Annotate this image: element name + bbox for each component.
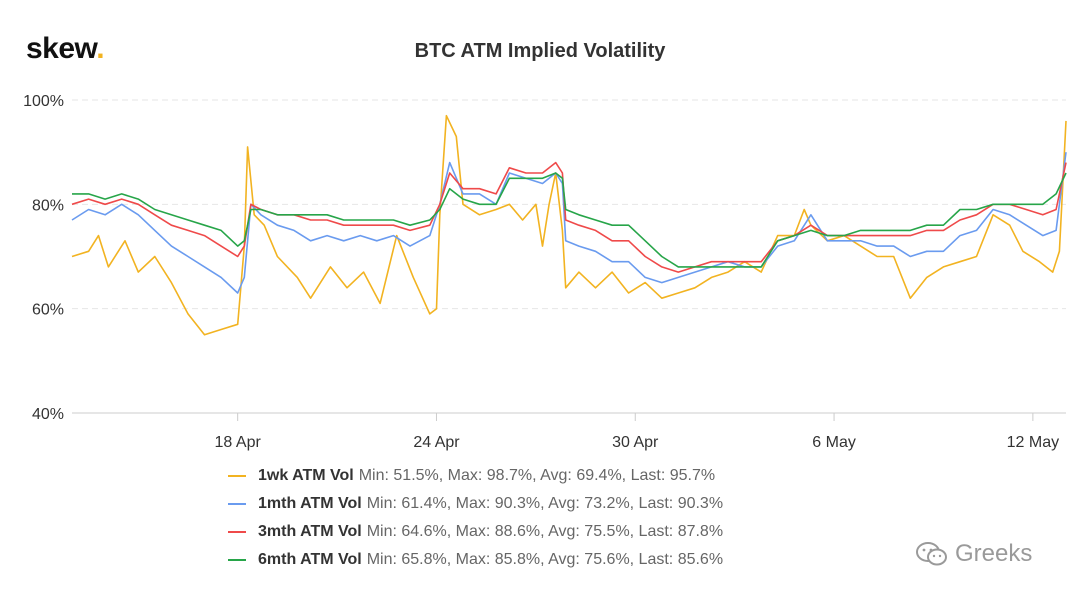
x-tick-label: 12 May	[1007, 434, 1059, 451]
legend-item[interactable]: 1wk ATM Vol Min: 51.5%, Max: 98.7%, Avg: …	[228, 462, 723, 490]
series-line-1mth	[71, 152, 1067, 294]
skew-logo: skew.	[26, 32, 105, 66]
series-line-1wk	[71, 114, 1067, 336]
legend-series-name: 1wk ATM Vol	[258, 467, 354, 484]
series-line-6mth	[72, 172, 1067, 268]
legend-series-stats: Min: 51.5%, Max: 98.7%, Avg: 69.4%, Last…	[358, 467, 716, 484]
x-tick-label: 24 Apr	[413, 434, 460, 451]
legend-series-name: 1mth ATM Vol	[258, 495, 362, 512]
y-tick-label: 100%	[23, 93, 64, 110]
watermark-text: Greeks	[955, 540, 1033, 567]
chart-legend: 1wk ATM Vol Min: 51.5%, Max: 98.7%, Avg: …	[228, 462, 723, 574]
line-chart: 40% 60% 80% 100% 18 Apr 24 Apr 30 Apr 6 May 12 M…	[23, 93, 1067, 451]
legend-item[interactable]: 6mth ATM Vol Min: 65.8%, Max: 85.8%, Avg:…	[228, 546, 723, 574]
watermark: Greeks	[915, 540, 1032, 568]
legend-swatch	[228, 531, 246, 533]
legend-series-stats: Min: 61.4%, Max: 90.3%, Avg: 73.2%, Last…	[366, 495, 724, 512]
y-tick-label: 60%	[32, 302, 64, 319]
x-tick-label: 30 Apr	[612, 434, 659, 451]
x-tick-label: 18 Apr	[215, 434, 262, 451]
wechat-icon	[916, 542, 947, 566]
legend-item[interactable]: 1mth ATM Vol Min: 61.4%, Max: 90.3%, Avg:…	[228, 490, 723, 518]
logo-text: skew	[26, 32, 97, 65]
y-tick-label: 80%	[32, 197, 64, 214]
series-line-3mth	[71, 161, 1067, 273]
legend-swatch	[228, 475, 246, 477]
x-tick-label: 6 May	[812, 434, 856, 451]
logo-dot: .	[96, 32, 105, 65]
legend-swatch	[228, 559, 246, 561]
y-tick-label: 40%	[32, 406, 64, 423]
legend-series-name: 6mth ATM Vol	[258, 551, 362, 568]
legend-series-name: 3mth ATM Vol	[258, 523, 362, 540]
legend-swatch	[228, 503, 246, 505]
legend-item[interactable]: 3mth ATM Vol Min: 64.6%, Max: 88.6%, Avg:…	[228, 518, 723, 546]
legend-series-stats: Min: 64.6%, Max: 88.6%, Avg: 75.5%, Last…	[366, 523, 724, 540]
legend-series-stats: Min: 65.8%, Max: 85.8%, Avg: 75.6%, Last…	[366, 551, 724, 568]
chart-title: BTC ATM Implied Volatility	[414, 40, 666, 62]
